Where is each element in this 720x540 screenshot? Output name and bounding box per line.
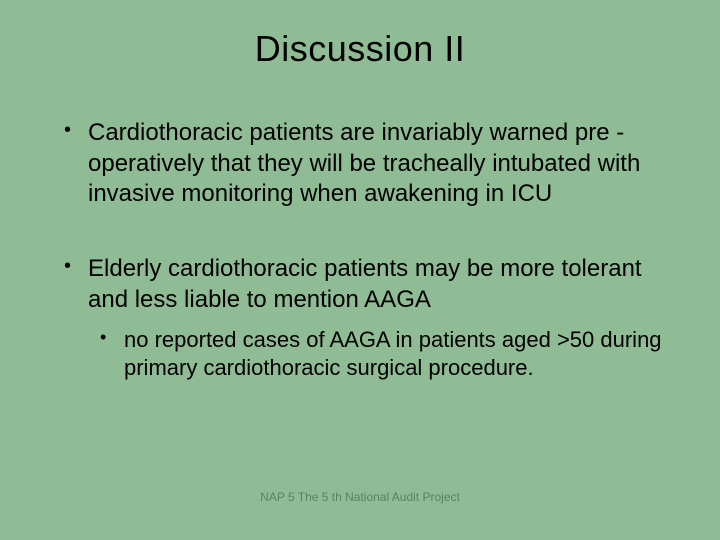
footer-text: NAP 5 The 5 th National Audit Project	[0, 490, 720, 504]
slide: Discussion II Cardiothoracic patients ar…	[0, 0, 720, 540]
bullet-text: Elderly cardiothoracic patients may be m…	[88, 255, 642, 313]
sub-bullet-text: no reported cases of AAGA in patients ag…	[124, 327, 662, 380]
bullet-item: Elderly cardiothoracic patients may be m…	[64, 254, 680, 382]
sub-bullet-item: no reported cases of AAGA in patients ag…	[100, 326, 680, 382]
bullet-text: Cardiothoracic patients are invariably w…	[88, 119, 640, 207]
sub-bullet-list: no reported cases of AAGA in patients ag…	[88, 326, 680, 382]
slide-title: Discussion II	[40, 28, 680, 70]
bullet-item: Cardiothoracic patients are invariably w…	[64, 118, 680, 210]
bullet-list: Cardiothoracic patients are invariably w…	[40, 118, 680, 382]
